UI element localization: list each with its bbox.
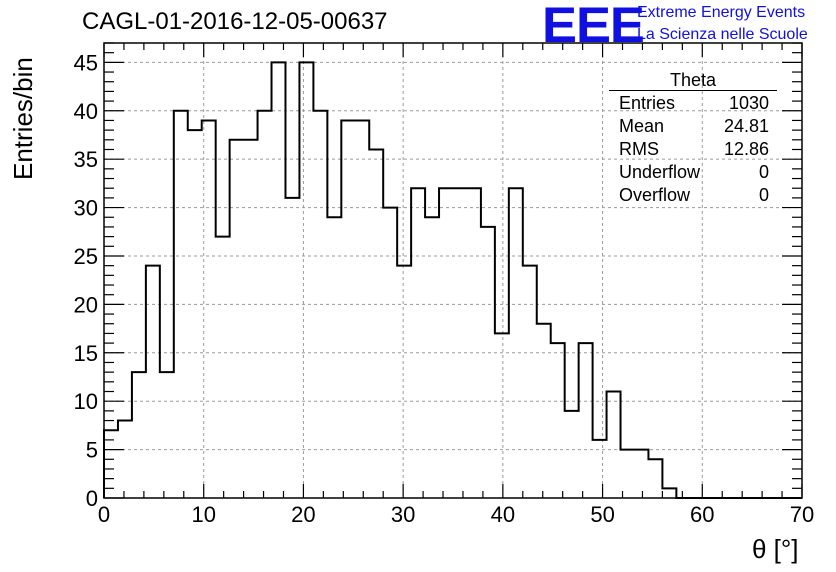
x-tick-label: 30 [391, 502, 415, 527]
stats-title: Theta [669, 70, 717, 90]
logo-line-2: La Scienza nelle Scuole [637, 26, 808, 43]
plot-frame [103, 42, 803, 499]
grid-lines [104, 43, 802, 498]
x-tick-label: 60 [690, 502, 714, 527]
stats-label: Mean [619, 116, 665, 136]
y-tick-label: 35 [74, 147, 98, 172]
stats-value: 0 [758, 162, 769, 182]
y-tick-label: 10 [74, 389, 98, 414]
y-tick-label: 0 [86, 486, 98, 511]
y-tick-label: 15 [74, 341, 98, 366]
y-axis-label-wrap: Entries/bin [4, 57, 40, 180]
x-tick-label: 70 [790, 502, 814, 527]
y-tick-label: 25 [74, 244, 98, 269]
stats-divider [609, 90, 777, 91]
y-tick-label: 45 [74, 50, 98, 75]
y-tick-label: 5 [86, 438, 98, 463]
y-axis-label: Entries/bin [8, 57, 38, 180]
tick-labels: 0 10 20 30 40 50 60 70 0 5 10 15 20 25 30 35 40 45 [74, 50, 815, 527]
stats-row-entries: Entries 1030 [609, 92, 777, 115]
stats-value: 12.86 [723, 139, 769, 159]
stats-value: 1030 [728, 93, 769, 113]
histogram-line [103, 61, 802, 499]
x-tick-label: 10 [191, 502, 215, 527]
chart-title: CAGL-01-2016-12-05-00637 [82, 8, 388, 35]
stats-label: Overflow [619, 185, 691, 205]
x-tick-label: 40 [491, 502, 515, 527]
stats-row-underflow: Underflow 0 [609, 161, 777, 184]
stats-row-mean: Mean 24.81 [609, 115, 777, 138]
y-tick-label: 30 [74, 196, 98, 221]
eee-logo: EEE [542, 0, 645, 53]
stats-row-rms: RMS 12.86 [609, 138, 777, 161]
x-tick-label: 0 [98, 502, 110, 527]
x-tick-label: 50 [590, 502, 614, 527]
stats-value: 24.81 [723, 116, 769, 136]
y-tick-label: 20 [74, 292, 98, 317]
x-tick-label: 20 [291, 502, 315, 527]
y-tick-label: 40 [74, 99, 98, 124]
stats-value: 0 [758, 185, 769, 205]
stats-label: RMS [619, 139, 659, 159]
stats-label: Underflow [619, 162, 701, 182]
stats-label: Entries [619, 93, 676, 113]
logo-line-1: Extreme Energy Events [637, 4, 806, 21]
x-axis-label: θ [°] [752, 534, 799, 564]
stats-box: Theta Entries 1030 Mean 24.81 RMS 12.86 … [609, 70, 777, 207]
stats-row-overflow: Overflow 0 [609, 184, 777, 207]
